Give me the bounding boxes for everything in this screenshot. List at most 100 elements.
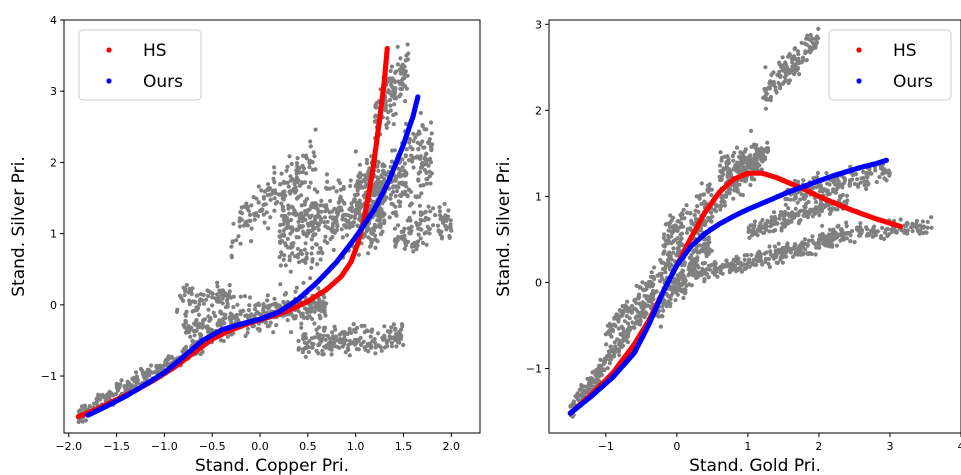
data-point [334, 189, 339, 194]
data-point [362, 173, 367, 178]
data-point [752, 257, 757, 262]
data-point [325, 179, 330, 184]
data-point [400, 165, 405, 170]
data-point [325, 240, 330, 245]
data-point [286, 206, 291, 211]
data-point [308, 180, 313, 185]
data-point [386, 120, 391, 125]
data-point [377, 214, 382, 219]
data-point [319, 337, 325, 342]
data-point [237, 224, 242, 229]
data-point [357, 162, 362, 167]
data-point [629, 303, 635, 309]
data-point [736, 164, 741, 169]
data-point [391, 335, 396, 340]
data-point [230, 240, 235, 245]
data-point [424, 177, 429, 182]
data-point [416, 178, 421, 183]
data-point [246, 308, 251, 313]
data-point [370, 231, 375, 236]
data-point [738, 262, 743, 267]
data-point [346, 347, 351, 352]
data-point [316, 351, 321, 356]
data-point [793, 206, 798, 211]
data-point [831, 227, 836, 232]
data-point [609, 334, 614, 339]
data-point [673, 226, 678, 232]
data-point [228, 311, 233, 316]
data-point [750, 233, 755, 238]
data-point [310, 345, 315, 350]
data-point [421, 183, 426, 188]
data-point [845, 198, 850, 203]
data-point [768, 94, 774, 100]
data-point [290, 227, 295, 232]
data-point [766, 146, 771, 151]
data-point [362, 323, 367, 328]
data-point [666, 228, 671, 233]
data-point [376, 168, 381, 174]
data-point [599, 368, 604, 373]
data-point [315, 189, 320, 194]
data-point [387, 90, 392, 95]
data-point [428, 120, 434, 125]
data-point [314, 327, 319, 332]
data-point [285, 236, 290, 241]
data-point [194, 318, 199, 323]
data-point [352, 220, 357, 225]
data-point [920, 219, 926, 224]
data-point [279, 171, 284, 176]
data-point [332, 324, 337, 329]
data-point [437, 209, 442, 214]
data-point [618, 332, 623, 337]
data-point [681, 295, 686, 301]
data-point [742, 149, 748, 154]
data-point [394, 344, 399, 349]
data-point [887, 173, 892, 178]
data-point [694, 194, 699, 199]
data-point [844, 220, 849, 225]
left-chart-panel: −2.0 −1.5 −1.0 −0.5 0.0 0.5 1.0 1.5 2.0−101234St… [9, 14, 481, 475]
x-tick-label: 1.5 [395, 440, 413, 453]
data-point [793, 62, 798, 68]
data-point [397, 204, 402, 209]
data-point [304, 251, 309, 256]
data-point [315, 223, 321, 228]
data-point [339, 227, 344, 232]
data-point [348, 178, 353, 183]
data-point [213, 296, 218, 301]
data-point [800, 244, 806, 249]
data-point [347, 225, 352, 230]
data-point [303, 354, 308, 359]
data-point [304, 315, 309, 320]
data-point [347, 329, 352, 334]
data-point [882, 170, 887, 175]
data-point [639, 305, 644, 310]
data-point [790, 254, 796, 259]
data-point [199, 332, 204, 337]
data-point [283, 243, 288, 248]
data-point [398, 56, 403, 61]
data-point [316, 250, 321, 255]
data-point [892, 226, 897, 231]
data-point [409, 244, 415, 249]
data-point [684, 230, 690, 235]
data-point [754, 147, 759, 152]
data-point [409, 153, 414, 158]
data-point [308, 144, 313, 149]
data-point [281, 257, 286, 262]
data-point [702, 276, 707, 282]
data-point [795, 59, 800, 64]
data-point [669, 284, 674, 289]
data-point [813, 252, 818, 257]
data-point [757, 259, 762, 264]
data-point [382, 324, 387, 329]
data-point [287, 254, 292, 259]
data-point [695, 274, 700, 280]
data-point [806, 199, 811, 205]
data-point [826, 203, 831, 208]
data-point [699, 248, 704, 253]
data-point [383, 103, 389, 108]
data-point [399, 78, 405, 83]
data-point [859, 176, 864, 181]
